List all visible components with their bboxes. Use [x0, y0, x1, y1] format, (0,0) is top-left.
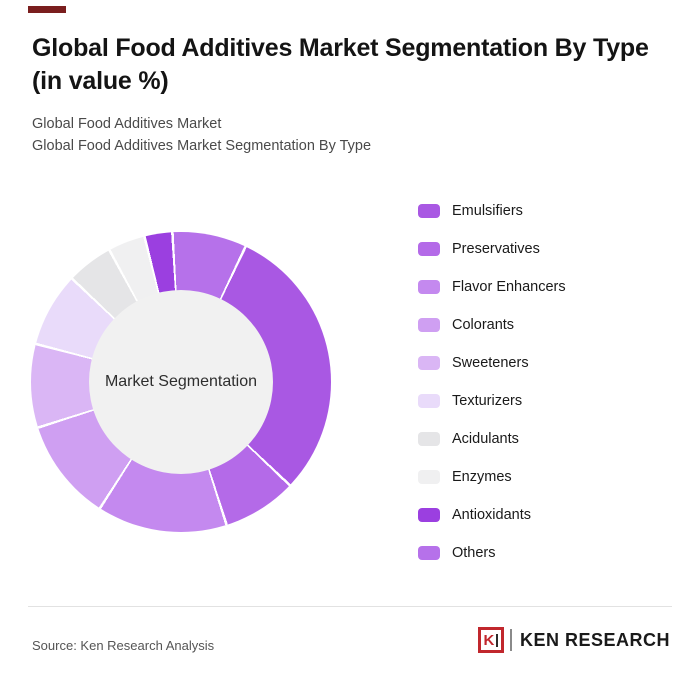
- legend-item: Emulsifiers: [418, 202, 566, 219]
- legend-label: Colorants: [452, 316, 515, 333]
- legend-swatch: [418, 241, 440, 256]
- page-title-line1: Global Food Additives Market Segmentatio…: [32, 34, 649, 62]
- legend-item: Others: [418, 544, 566, 561]
- legend-label: Preservatives: [452, 240, 540, 257]
- legend-swatch: [418, 469, 440, 484]
- legend-item: Acidulants: [418, 430, 566, 447]
- donut-center-label: Market Segmentation: [104, 373, 258, 390]
- legend-item: Preservatives: [418, 240, 566, 257]
- legend-swatch: [418, 317, 440, 332]
- donut-hole: Market Segmentation: [89, 290, 273, 474]
- legend-label: Antioxidants: [452, 506, 531, 523]
- legend-swatch: [418, 393, 440, 408]
- subtitle-line2: Global Food Additives Market Segmentatio…: [32, 138, 372, 154]
- logo-wordmark: KEN RESEARCH: [519, 629, 670, 650]
- legend-label: Emulsifiers: [452, 202, 523, 219]
- source-text: Source: Ken Research Analysis: [32, 638, 215, 653]
- logo-k-letter: K: [483, 631, 495, 649]
- legend-swatch: [418, 279, 440, 294]
- donut-chart: Market Segmentation: [31, 232, 331, 532]
- legend-item: Sweeteners: [418, 354, 566, 371]
- chart-legend: Emulsifiers Preservatives Flavor Enhancers…: [418, 202, 566, 561]
- legend-label: Flavor Enhancers: [452, 278, 566, 295]
- page-title-line2: (in value %): [32, 67, 169, 95]
- legend-swatch: [418, 355, 440, 370]
- legend-label: Texturizers: [452, 392, 523, 409]
- legend-swatch: [418, 431, 440, 446]
- logo-separator: [509, 629, 512, 651]
- legend-label: Acidulants: [452, 430, 519, 447]
- top-accent-bar: [28, 6, 66, 13]
- legend-label: Sweeteners: [452, 354, 529, 371]
- subtitle: Global Food Additives Market Global Food…: [32, 113, 371, 157]
- legend-item: Texturizers: [418, 392, 566, 409]
- subtitle-line1: Global Food Additives Market: [32, 116, 222, 132]
- logo-inner-bar-icon: [496, 633, 499, 647]
- legend-label: Enzymes: [452, 468, 512, 485]
- legend-item: Flavor Enhancers: [418, 278, 566, 295]
- ken-research-logo: K KEN RESEARCH: [477, 627, 670, 653]
- logo-k-box: K: [477, 627, 504, 653]
- legend-swatch: [418, 507, 440, 522]
- legend-item: Enzymes: [418, 468, 566, 485]
- footer-divider: [28, 606, 672, 607]
- legend-swatch: [418, 203, 440, 218]
- legend-item: Antioxidants: [418, 506, 566, 523]
- page-title: Global Food Additives Market Segmentatio…: [32, 32, 672, 98]
- legend-swatch: [418, 545, 440, 560]
- legend-label: Others: [452, 544, 496, 561]
- legend-item: Colorants: [418, 316, 566, 333]
